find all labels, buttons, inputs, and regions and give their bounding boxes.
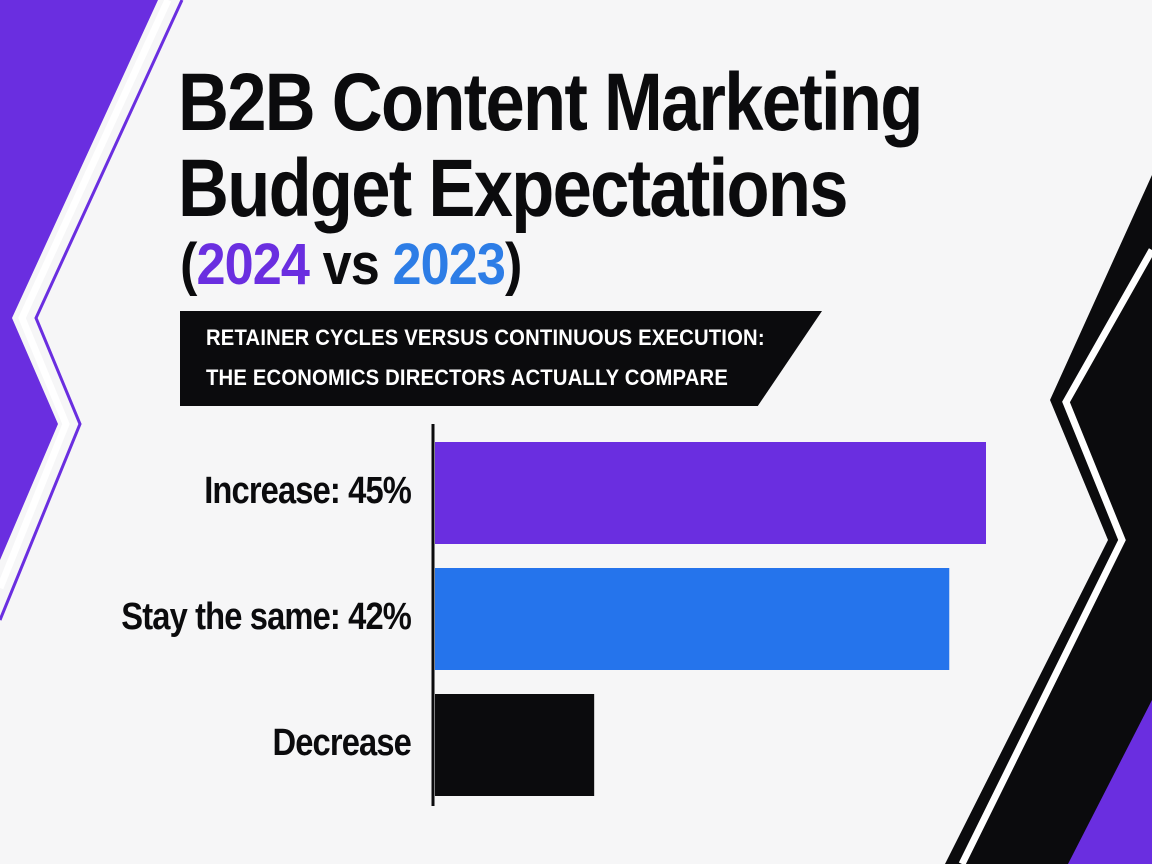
paren-close: ) bbox=[505, 232, 522, 297]
vs-text: vs bbox=[309, 232, 393, 297]
left-purple-chevron bbox=[0, 0, 158, 560]
bar-decrease bbox=[435, 694, 595, 796]
category-label-decrease: Decrease bbox=[273, 722, 412, 764]
right-white-stripe bbox=[958, 248, 1152, 864]
year-2023: 2023 bbox=[392, 232, 506, 297]
page-title-line-2: Budget Expectations bbox=[178, 143, 848, 234]
bar-increase bbox=[435, 442, 986, 544]
bar-group bbox=[435, 442, 986, 796]
paren-open: ( bbox=[180, 232, 197, 297]
category-label-increase: Increase: 45% bbox=[204, 470, 411, 512]
subtitle-line-1: RETAINER CYCLES VERSUS CONTINUOUS EXECUT… bbox=[206, 325, 765, 350]
left-white-stripe bbox=[0, 0, 172, 590]
year-2024: 2024 bbox=[196, 232, 310, 297]
category-label-stay-the-same: Stay the same: 42% bbox=[121, 596, 411, 638]
page-title-line-1: B2B Content Marketing bbox=[178, 57, 923, 148]
subtitle-banner bbox=[180, 311, 822, 406]
right-purple-corner bbox=[1068, 700, 1152, 864]
bar-stay-the-same bbox=[435, 568, 950, 670]
category-label-group: Increase: 45% Stay the same: 42% Decrease bbox=[121, 470, 412, 764]
page-title-years: (2024 vs 2023) bbox=[180, 232, 522, 298]
subtitle-line-2: THE ECONOMICS DIRECTORS ACTUALLY COMPARE bbox=[206, 365, 729, 390]
left-purple-line bbox=[0, 0, 184, 621]
